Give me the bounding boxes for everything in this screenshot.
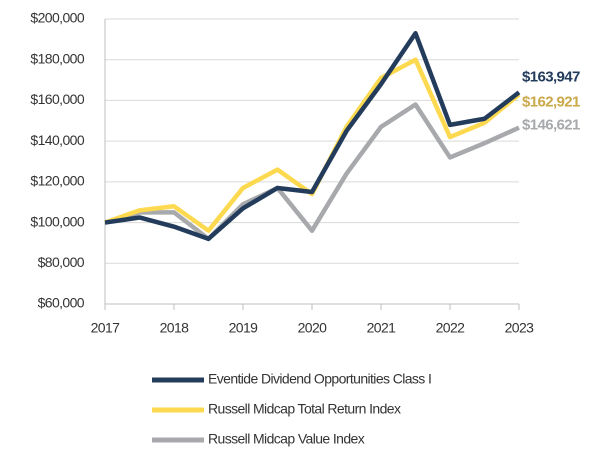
series-line (104, 31, 521, 242)
x-tick-label: 2018 (160, 320, 190, 336)
x-tick-label: 2020 (298, 320, 328, 336)
legend-label: Russell Midcap Total Return Index (208, 401, 401, 417)
y-tick-label: $160,000 (30, 91, 84, 107)
end-label: $162,921 (522, 93, 580, 110)
legend-label: Russell Midcap Value Index (208, 431, 365, 447)
end-label: $146,621 (522, 117, 580, 134)
x-tick-label: 2022 (436, 320, 466, 336)
x-tick-label: 2017 (91, 320, 121, 336)
x-tick-label: 2019 (229, 320, 259, 336)
y-tick-label: $200,000 (30, 10, 84, 26)
x-tick-label: 2021 (367, 320, 397, 336)
y-tick-label: $120,000 (30, 173, 84, 189)
series-line (104, 57, 521, 233)
y-tick-label: $80,000 (38, 254, 85, 270)
x-tick-label: 2023 (505, 320, 535, 336)
y-tick-label: $100,000 (30, 213, 84, 229)
y-tick-label: $140,000 (30, 132, 84, 148)
y-tick-label: $180,000 (30, 50, 84, 66)
legend-label: Eventide Dividend Opportunities Class I (208, 371, 431, 387)
end-label: $163,947 (522, 68, 580, 85)
y-tick-label: $60,000 (38, 295, 85, 311)
series-line (104, 102, 520, 242)
